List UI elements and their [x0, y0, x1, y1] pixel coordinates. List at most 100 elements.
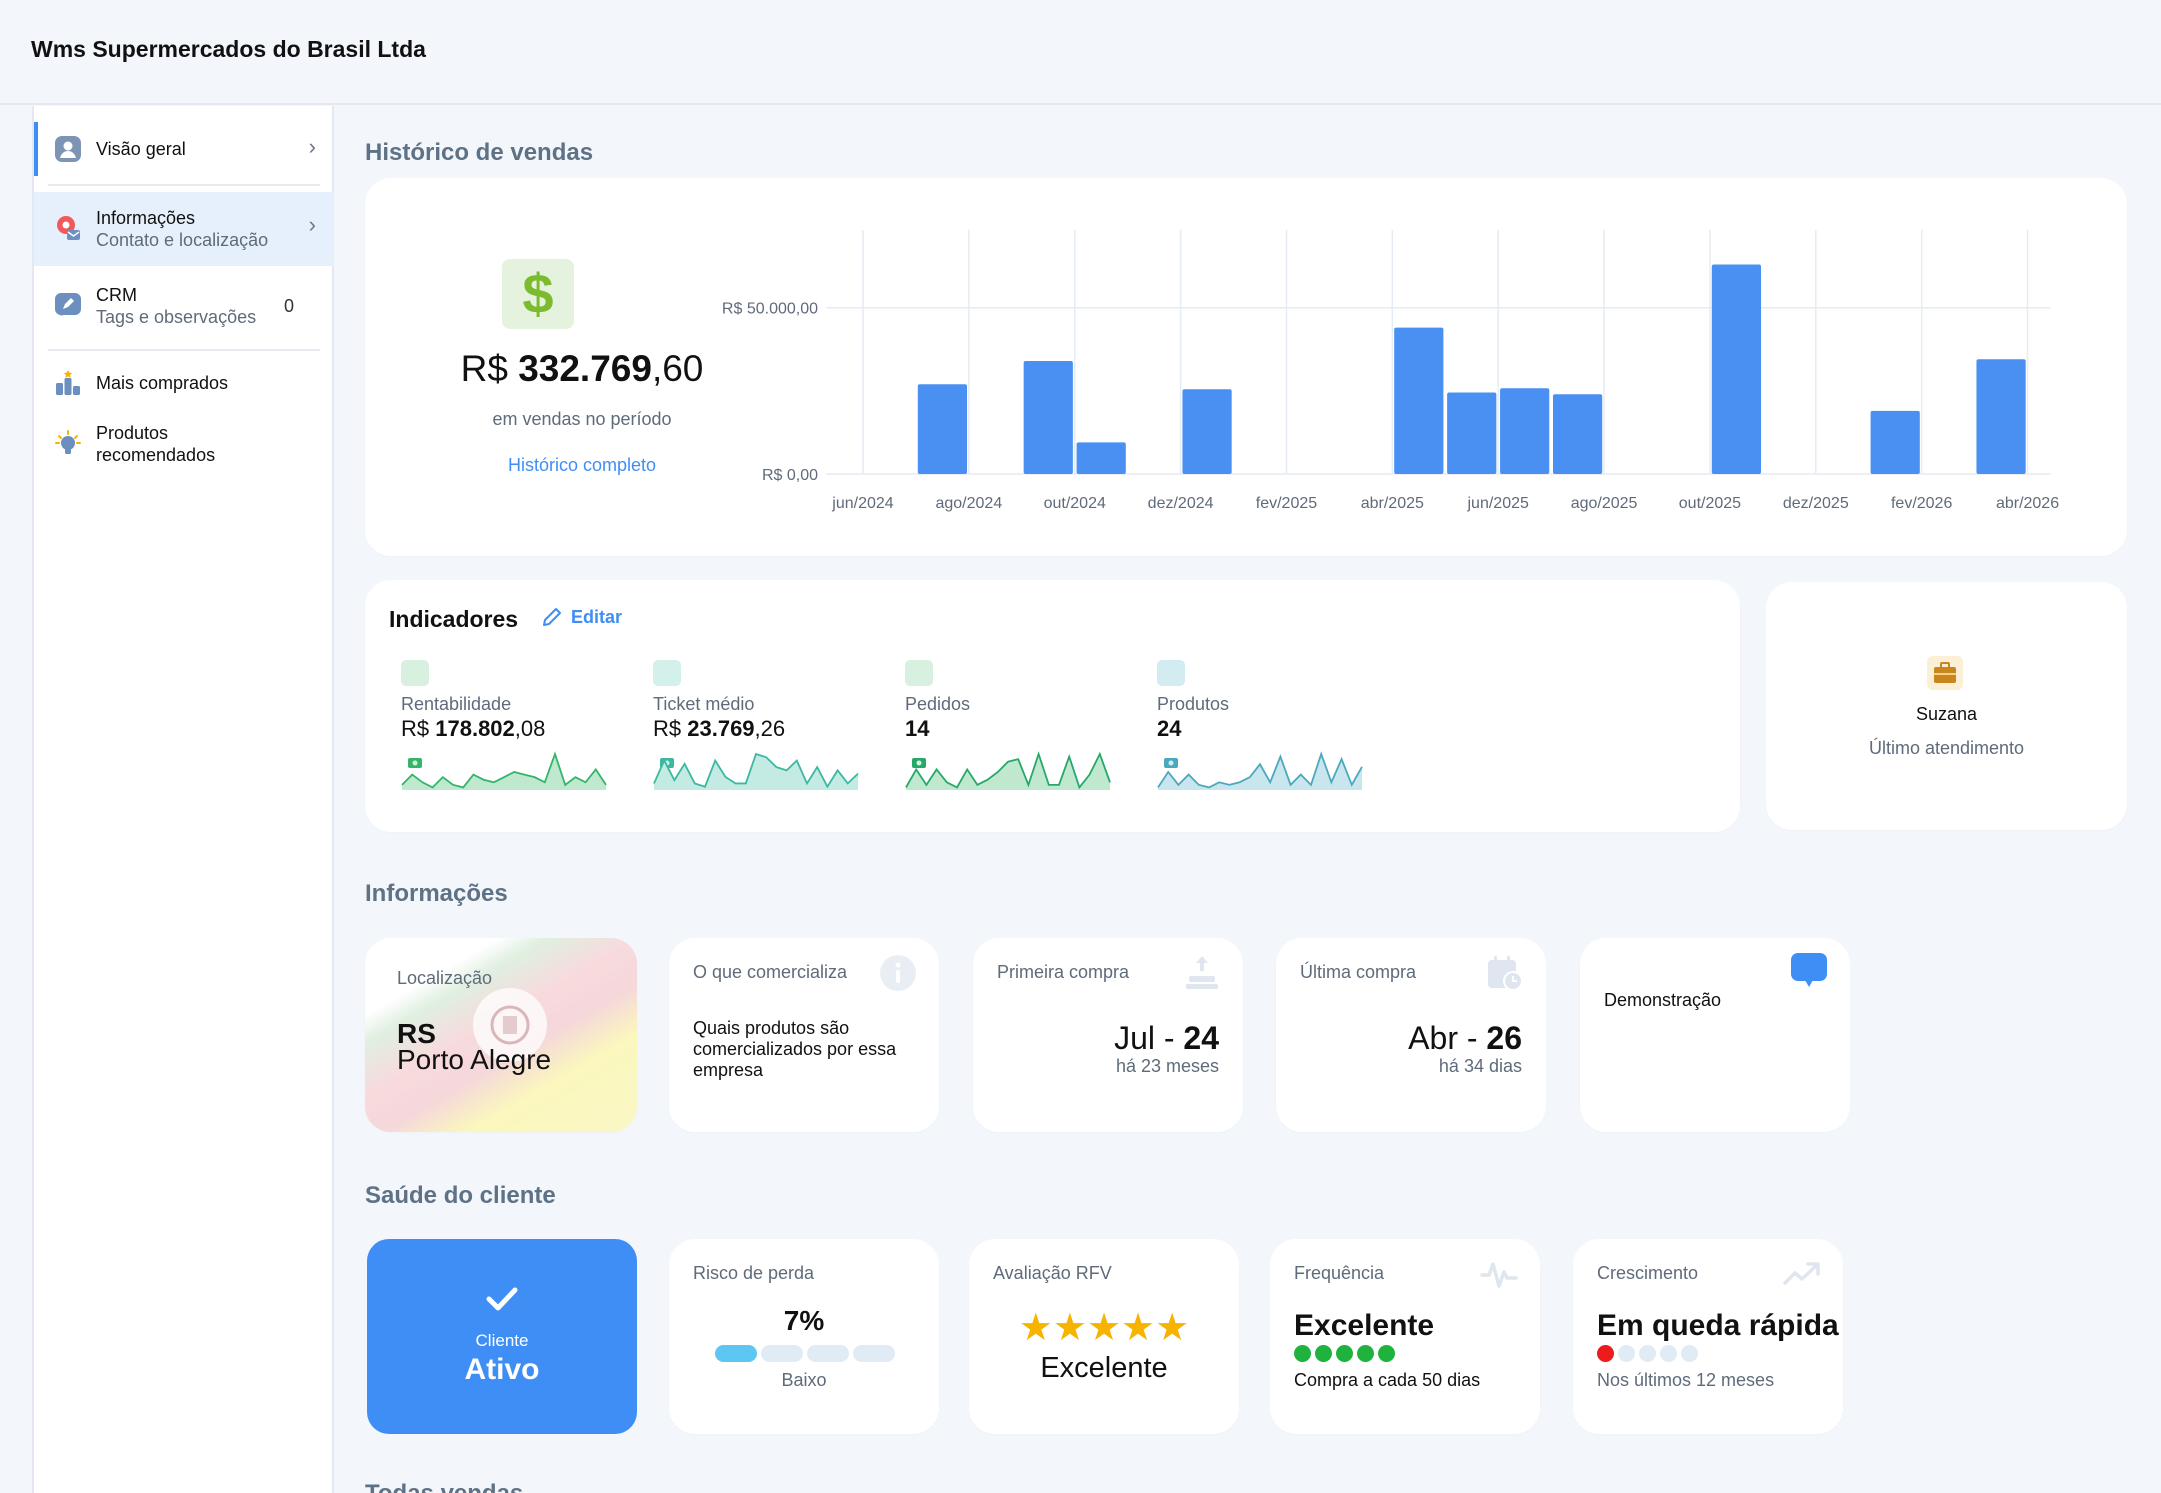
edit-indicators-button[interactable]: Editar: [541, 606, 622, 628]
risk-segment: [853, 1345, 895, 1362]
frequency-dot: [1378, 1345, 1395, 1362]
sidebar-item-title-cont: recomendados: [96, 445, 216, 465]
last-purchase-month: Abr: [1408, 1020, 1458, 1056]
frequency-dot: [1315, 1345, 1332, 1362]
barcode-icon: [1157, 660, 1185, 768]
sales-history-card: $ R$ 332.769,60 em vendas no período His…: [365, 178, 2127, 556]
sidebar-item-label: Informações Contato e localização: [96, 207, 268, 251]
indicator-sparkline: [1157, 751, 1363, 790]
x-tick-label: ago/2024: [935, 495, 1002, 512]
growth-dots: [1597, 1345, 1698, 1362]
sales-bar[interactable]: [1023, 360, 1073, 474]
briefcase-icon: [1927, 656, 1963, 690]
sidebar-item-recommended[interactable]: Produtos recomendados: [34, 412, 334, 476]
loss-risk-caption: Baixo: [781, 1370, 827, 1390]
rfv-card: Avaliação RFV ★★★★★ Excelente: [969, 1239, 1239, 1434]
sales-bar[interactable]: [917, 384, 968, 474]
total-integer: 332.769: [518, 348, 652, 389]
frequency-label: Frequência: [1294, 1263, 1385, 1283]
last-attendance-card[interactable]: Suzana Último atendimento: [1766, 582, 2127, 830]
stamp-icon: [1186, 956, 1218, 989]
pulse-icon: [1480, 1262, 1518, 1288]
demo-label: Demonstração: [1604, 990, 1722, 1010]
first-purchase-card: Primeira compra Jul - 24 há 23 meses: [973, 938, 1243, 1132]
indicator-label: Produtos: [1157, 694, 1230, 714]
indicator-value: 24: [1157, 716, 1182, 741]
location-card: Localização RS Porto Alegre: [365, 938, 637, 1132]
info-icon: [880, 955, 916, 991]
x-tick-label: jun/2024: [831, 495, 893, 512]
sidebar-item-label: Produtos recomendados: [96, 422, 215, 466]
lightbulb-icon: [55, 430, 81, 454]
sales-bar[interactable]: [1552, 394, 1603, 474]
sparkline-line: [905, 751, 1111, 790]
sparkline-line: [401, 751, 607, 789]
sales-bar[interactable]: [1447, 392, 1497, 474]
sales-bar[interactable]: [1182, 389, 1232, 474]
star-icon: ★: [1155, 1307, 1190, 1349]
indicator-metric: Rentabilidade R$ 178.802,08: [401, 660, 621, 800]
star-icon: ★: [1086, 1307, 1122, 1349]
location-label: Localização: [397, 968, 493, 988]
commercializes-card[interactable]: O que comercializa Quais produtos são co…: [669, 938, 939, 1132]
sidebar-item-informations[interactable]: Informações Contato e localização ›: [34, 192, 334, 266]
last-purchase-ago: há 34 dias: [1438, 1056, 1522, 1076]
frequency-dots: [1294, 1345, 1395, 1362]
calendar-clock-icon: [1488, 956, 1523, 991]
y-tick-label: R$ 50.000,00: [722, 301, 818, 318]
company-name: Wms Supermercados do Brasil Ltda: [31, 36, 426, 62]
indicator-value: R$ 178.802,08: [401, 716, 546, 741]
sales-bar[interactable]: [1870, 410, 1920, 474]
first-purchase-day: 24: [1183, 1020, 1219, 1056]
loss-risk-card: Risco de perda 7% Baixo: [669, 1239, 939, 1434]
x-tick-label: jun/2025: [1467, 495, 1529, 512]
check-icon: [367, 1285, 637, 1321]
growth-dot: [1660, 1345, 1677, 1362]
sidebar-item-crm[interactable]: CRM Tags e observações 0: [34, 272, 334, 340]
sales-bar[interactable]: [1711, 264, 1762, 474]
state-coat-of-arms-icon: [473, 988, 547, 1062]
date-separator: -: [1154, 1020, 1184, 1056]
full-history-link[interactable]: Histórico completo: [507, 455, 657, 475]
indicator-sparkline: [401, 751, 607, 790]
crm-count-badge: 0: [283, 296, 294, 316]
sidebar-item-most-bought[interactable]: Mais comprados: [34, 358, 334, 408]
sales-bar[interactable]: [1500, 388, 1550, 474]
first-purchase-label: Primeira compra: [997, 962, 1130, 982]
sales-bar[interactable]: [1976, 359, 2026, 474]
sidebar-item-overview[interactable]: Visão geral ›: [34, 122, 334, 176]
sales-total: R$ 332.769,60: [365, 348, 799, 390]
top-bar: Wms Supermercados do Brasil Ltda: [0, 0, 2161, 105]
pencil-icon: [543, 608, 561, 626]
sparkline-area: [906, 754, 1110, 790]
growth-dot: [1639, 1345, 1656, 1362]
loss-risk-value: 7%: [783, 1305, 825, 1336]
frequency-card: Frequência Excelente Compra a cada 50 di…: [1270, 1239, 1540, 1434]
indicators-card: Indicadores Editar Rentabilidade R$ 178.8…: [365, 580, 1740, 832]
chevron-right-icon: ›: [308, 212, 316, 237]
edit-note-icon: [55, 293, 81, 316]
trending-up-icon: [1783, 1262, 1820, 1285]
first-purchase-ago: há 23 meses: [1115, 1056, 1219, 1076]
user-icon: [55, 136, 81, 162]
dollar-icon: $: [502, 259, 574, 329]
sidebar-item-subtitle: Tags e observações: [96, 307, 257, 327]
currency-prefix: R$: [460, 348, 508, 389]
sales-bar[interactable]: [1076, 442, 1126, 474]
last-purchase-date: Abr - 26: [1408, 1020, 1522, 1057]
indicators-title: Indicadores: [389, 606, 519, 632]
sidebar-item-label: CRM Tags e observações: [96, 284, 256, 328]
first-purchase-date: Jul - 24: [1114, 1020, 1219, 1057]
sales-bar[interactable]: [1394, 327, 1444, 474]
growth-caption: Nos últimos 12 meses: [1597, 1370, 1775, 1390]
demo-card[interactable]: Demonstração: [1580, 938, 1850, 1132]
frequency-caption: Compra a cada 50 dias: [1294, 1370, 1481, 1390]
growth-card: Crescimento Em queda rápida Nos últimos …: [1573, 1239, 1843, 1434]
risk-level-bar: [715, 1345, 895, 1362]
x-tick-label: abr/2025: [1361, 495, 1424, 512]
sparkline-line: [653, 752, 859, 789]
status-value: Ativo: [464, 1353, 540, 1386]
growth-dot: [1618, 1345, 1635, 1362]
indicator-sparkline: [905, 751, 1111, 790]
sparkline-area: [654, 754, 858, 790]
